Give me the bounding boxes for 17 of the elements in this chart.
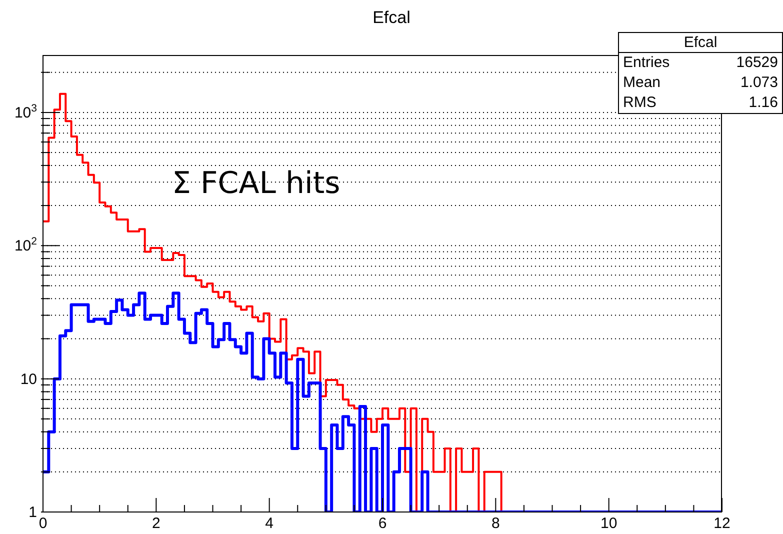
x-tick-label: 10 — [600, 515, 618, 532]
annotation: Σ FCAL hits — [172, 166, 340, 201]
text: Efcal — [619, 33, 782, 53]
x-tick-label: 0 — [38, 515, 48, 532]
x-tick-label: 6 — [378, 515, 387, 532]
x-tick-label: 2 — [152, 515, 160, 532]
text: RMS 1.16 — [623, 94, 778, 111]
y-tick-label: 10 — [20, 370, 37, 388]
x-tick-label: 4 — [265, 515, 274, 532]
text: Entries 16529 — [623, 54, 778, 71]
x-tick-label: 12 — [714, 515, 730, 532]
y-tick-label: 10$^{3}$ — [14, 102, 38, 122]
y-tick-label: 10$^{2}$ — [14, 236, 38, 255]
chart-title: Efcal — [372, 8, 412, 28]
x-tick-label: 8 — [491, 515, 500, 532]
y-tick-label: 1 — [28, 504, 37, 521]
text: Mean 1.073 — [623, 74, 778, 91]
